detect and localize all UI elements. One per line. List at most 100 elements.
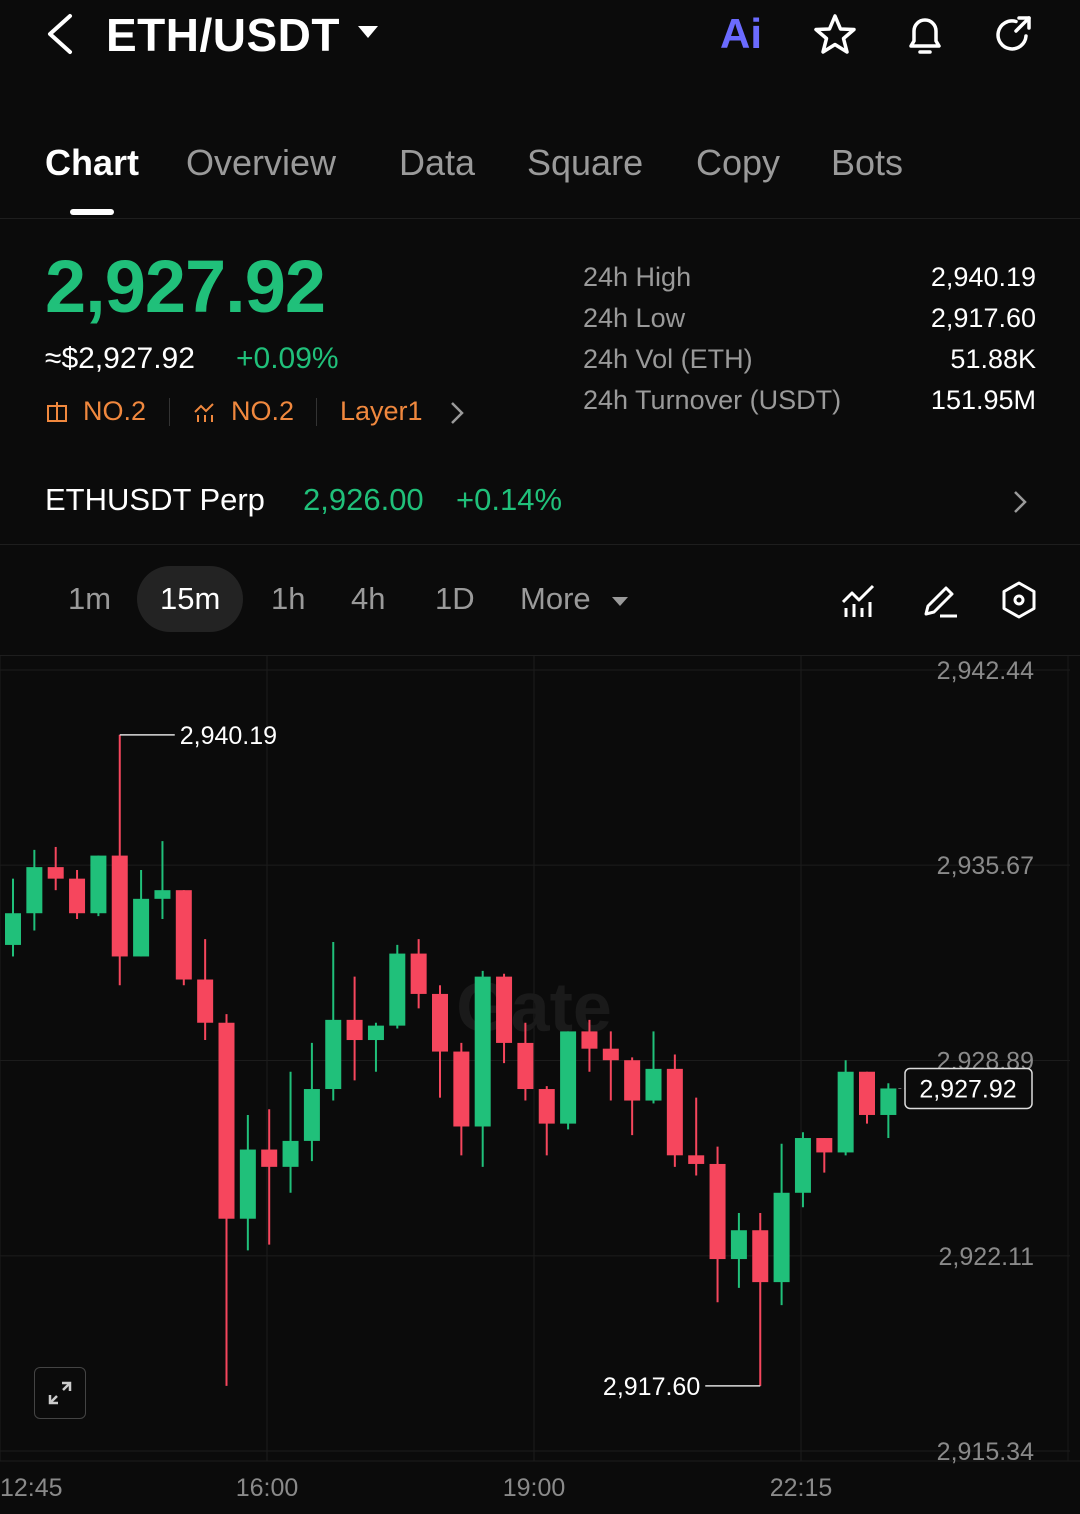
indicators-icon[interactable] (840, 582, 878, 620)
candle-body (453, 1051, 470, 1127)
candle-body (560, 1031, 577, 1124)
x-axis-tick-label: 16:00 (236, 1474, 299, 1502)
pair-title[interactable]: ETH/USDT (106, 9, 340, 61)
timeframe-4h[interactable]: 4h (351, 581, 386, 616)
candle-body (773, 1192, 790, 1283)
candle-body (538, 1089, 555, 1124)
candle-body (474, 976, 491, 1127)
trend-rank-tag[interactable]: NO.2 (231, 396, 295, 426)
candle-body (752, 1230, 769, 1283)
candle-body (175, 890, 192, 980)
candle-body (90, 855, 107, 914)
candle-body (688, 1155, 705, 1164)
candle-body (218, 1022, 235, 1219)
fiat-price: ≈$2,927.92 (45, 342, 195, 375)
candle-body (730, 1230, 747, 1260)
timeframe-1m[interactable]: 1m (68, 581, 112, 616)
tab-data[interactable]: Data (399, 142, 476, 183)
expand-icon (48, 1381, 71, 1404)
x-axis-tick-label: 12:45 (0, 1474, 63, 1502)
tab-copy[interactable]: Copy (696, 142, 781, 183)
candle-body (239, 1149, 256, 1219)
category-tag[interactable]: Layer1 (340, 396, 423, 426)
last-price: 2,927.92 (45, 245, 326, 328)
candle-body (303, 1089, 320, 1141)
candle-body (346, 1019, 363, 1041)
tab-bots[interactable]: Bots (831, 142, 904, 183)
tab-chart[interactable]: Chart (45, 142, 140, 183)
candle-body (602, 1048, 619, 1061)
stat-label: 24h Vol (ETH) (583, 344, 753, 374)
active-tab-indicator (70, 209, 114, 215)
last-price-box (904, 1067, 1033, 1110)
tag-divider (316, 398, 317, 426)
last-price-label: 2,927.92 (919, 1075, 1016, 1103)
candle-body (197, 979, 214, 1023)
candle-body (389, 953, 406, 1026)
chart-svg[interactable]: Gate2,940.192,917.602,942.442,935.672,92… (0, 656, 1080, 1511)
candle-body (816, 1138, 833, 1153)
candle-body (410, 953, 427, 994)
perp-price: 2,926.00 (303, 482, 424, 517)
chevron-right-icon[interactable] (449, 400, 465, 426)
perp-change: +0.14% (456, 482, 563, 517)
tab-overview[interactable]: Overview (186, 142, 337, 183)
rank-icon (47, 402, 67, 422)
candle-body (325, 1019, 342, 1090)
candle-body (111, 855, 128, 957)
tab-bar: Chart Overview Data Square Copy Bots (0, 130, 1080, 219)
candle-body (5, 913, 21, 945)
candlestick-chart[interactable]: Gate 2,940.19 2,917.60 2,942.44 2,935.67 2,92… (0, 655, 1080, 1511)
tag-divider (169, 398, 170, 426)
candle-body (47, 867, 64, 879)
candle-body (282, 1140, 299, 1167)
timeframe-15m[interactable]: 15m (137, 566, 244, 632)
y-axis-tick-label: 2,922.11 (939, 1243, 1034, 1271)
bell-icon[interactable] (902, 12, 948, 58)
stat-label: 24h Low (583, 303, 686, 333)
candle-body (367, 1025, 384, 1041)
high-marker-label: 2,940.19 (180, 722, 277, 750)
y-axis-tick-label: 2,942.44 (937, 657, 1034, 685)
candle-body (645, 1068, 662, 1101)
candle-body (69, 878, 86, 914)
settings-hexagon-icon[interactable] (1000, 580, 1038, 620)
candle-body (496, 976, 513, 1043)
timeframe-1d[interactable]: 1D (435, 581, 475, 616)
timeframe-more[interactable]: More (520, 581, 591, 616)
stat-value: 2,940.19 (930, 262, 1036, 292)
candle-body (880, 1088, 897, 1115)
candle-body (261, 1149, 278, 1167)
perp-row[interactable]: ETHUSDT Perp 2,926.00 +0.14% (0, 466, 1080, 545)
candle-body (859, 1071, 875, 1115)
y-axis-tick-label: 2,915.34 (937, 1438, 1034, 1466)
stat-value: 51.88K (950, 344, 1036, 374)
stat-label: 24h Turnover (USDT) (583, 385, 842, 415)
perp-name: ETHUSDT Perp (45, 482, 265, 517)
candle-body (133, 898, 150, 957)
draw-pencil-icon[interactable] (920, 580, 960, 620)
ai-assistant-icon[interactable]: Ai (720, 10, 762, 57)
timeframe-1h[interactable]: 1h (271, 581, 306, 616)
low-marker-label: 2,917.60 (603, 1373, 700, 1401)
top-bar: ETH/USDT Ai (0, 0, 1080, 80)
x-axis-tick-label: 19:00 (503, 1474, 566, 1502)
pair-dropdown-caret-icon[interactable] (358, 26, 378, 38)
share-icon[interactable] (990, 12, 1036, 58)
more-caret-icon[interactable] (612, 597, 628, 606)
candle-body (666, 1068, 683, 1156)
x-axis-tick-label: 22:15 (770, 1474, 833, 1502)
back-arrow-icon[interactable] (40, 10, 84, 58)
star-icon[interactable] (812, 12, 858, 58)
chevron-right-icon[interactable] (1010, 488, 1030, 516)
stat-value: 151.95M (930, 385, 1036, 415)
stat-label: 24h High (583, 262, 692, 292)
price-change-percent: +0.09% (236, 342, 339, 375)
candle-body (581, 1031, 598, 1049)
candle-body (624, 1060, 641, 1101)
tab-square[interactable]: Square (527, 142, 644, 183)
rank-tag[interactable]: NO.2 (83, 396, 147, 426)
candle-body (154, 890, 171, 899)
expand-chart-button[interactable] (34, 1367, 86, 1419)
stat-value: 2,917.60 (930, 303, 1036, 333)
